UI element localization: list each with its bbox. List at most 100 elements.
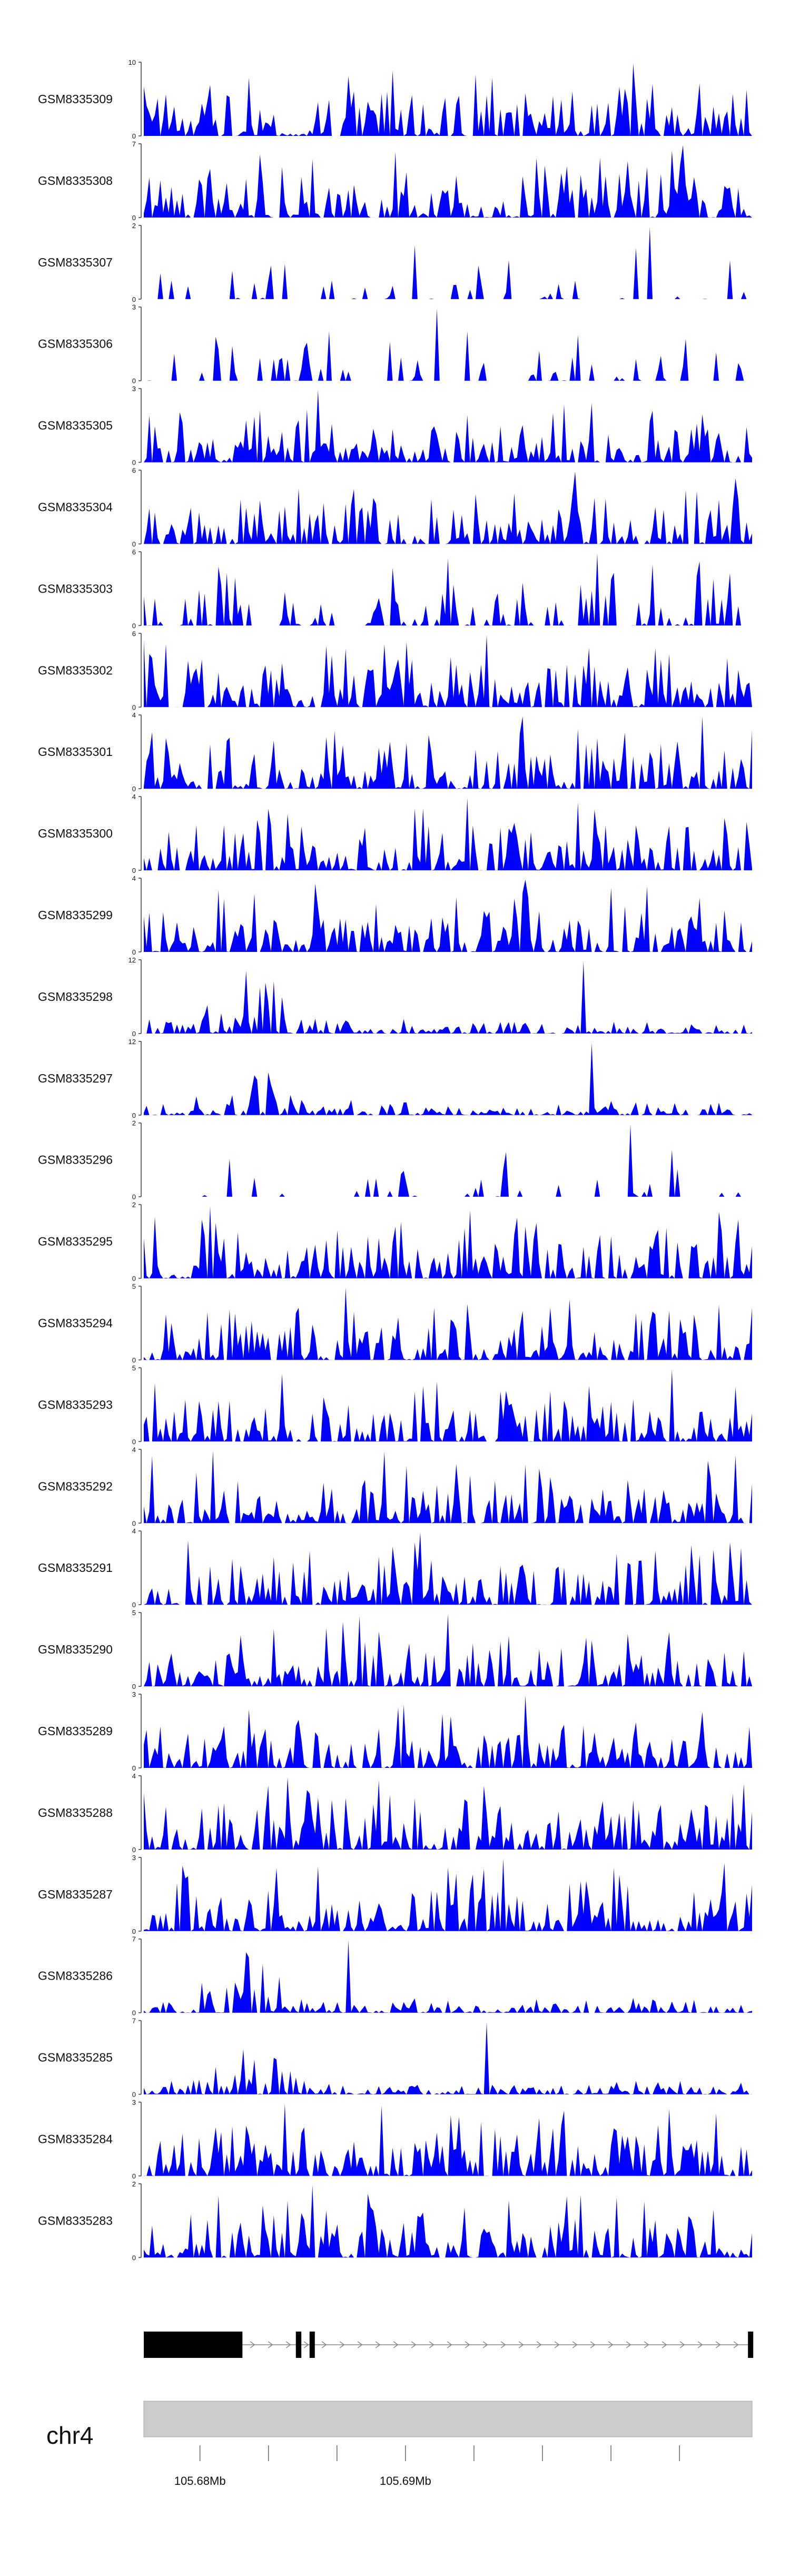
coverage-track: GSM8335307 2 0: [38, 222, 752, 303]
y-axis-tick-label: 0: [132, 1519, 136, 1527]
coverage-area: [144, 1451, 752, 1523]
y-axis-tick-label: 0: [132, 1193, 136, 1201]
coverage-track: GSM8335287 3 0: [38, 1854, 752, 1935]
strand-arrow: [285, 2341, 291, 2348]
coverage-track: GSM8335289 3 0: [38, 1690, 752, 1772]
y-axis-tick-label: 3: [132, 1690, 136, 1698]
y-axis-tick-label: 4: [132, 1772, 136, 1780]
y-axis-tick-label: 0: [132, 296, 136, 303]
track-label: GSM8335287: [38, 1887, 113, 1901]
track-label: GSM8335293: [38, 1398, 113, 1411]
y-axis-tick-label: 0: [132, 2009, 136, 2017]
coverage-track: GSM8335288 4 0: [38, 1772, 752, 1854]
coverage-area: [144, 1940, 752, 2013]
coverage-area: [144, 63, 752, 136]
track-label: GSM8335288: [38, 1806, 113, 1820]
y-axis-tick-label: 7: [132, 2017, 136, 2025]
coverage-track: GSM8335284 3 0: [38, 2099, 752, 2180]
y-axis-tick-label: 0: [132, 2091, 136, 2099]
coverage-track: GSM8335290 5 0: [38, 1609, 752, 1690]
y-axis-tick-label: 6: [132, 467, 136, 475]
y-axis-tick-label: 4: [132, 1446, 136, 1453]
track-label: GSM8335291: [38, 1561, 113, 1575]
y-axis-tick-label: 0: [132, 1683, 136, 1690]
track-label: GSM8335299: [38, 908, 113, 922]
coverage-area: [144, 308, 752, 381]
coverage-track: GSM8335302 6 0: [38, 630, 752, 711]
coverage-area: [144, 390, 752, 463]
y-axis-tick-label: 0: [132, 703, 136, 711]
y-axis-tick-label: 2: [132, 2180, 136, 2188]
strand-arrow: [321, 2341, 327, 2348]
y-axis-tick-label: 3: [132, 1854, 136, 1862]
ideogram-band: [143, 2401, 753, 2437]
y-axis-tick-label: 6: [132, 630, 136, 637]
track-label: GSM8335305: [38, 419, 113, 432]
coverage-track: GSM8335304 6 0: [38, 467, 752, 548]
track-label: GSM8335309: [38, 92, 113, 106]
track-label: GSM8335292: [38, 1479, 113, 1493]
y-axis-tick-label: 0: [132, 540, 136, 548]
strand-arrow: [536, 2341, 542, 2348]
y-axis-tick-label: 4: [132, 874, 136, 882]
y-axis-tick-label: 4: [132, 793, 136, 801]
track-label: GSM8335294: [38, 1316, 113, 1330]
strand-arrow: [554, 2341, 560, 2348]
y-axis-tick-label: 0: [132, 132, 136, 140]
track-label: GSM8335289: [38, 1724, 113, 1738]
track-label: GSM8335283: [38, 2214, 113, 2227]
strand-arrow: [447, 2341, 452, 2348]
y-axis-tick-label: 3: [132, 385, 136, 393]
strand-arrow: [429, 2341, 434, 2348]
track-label: GSM8335300: [38, 827, 113, 840]
strand-arrow: [733, 2341, 739, 2348]
y-axis-tick-label: 0: [132, 214, 136, 222]
coverage-area: [144, 716, 752, 789]
y-axis-tick-label: 0: [132, 377, 136, 385]
y-axis-tick-label: 4: [132, 711, 136, 719]
track-label: GSM8335285: [38, 2051, 113, 2064]
y-axis-tick-label: 5: [132, 1609, 136, 1617]
coverage-area: [144, 1695, 752, 1768]
strand-arrow: [482, 2341, 488, 2348]
coverage-area: [144, 227, 752, 299]
track-label: GSM8335301: [38, 745, 113, 759]
coverage-track: GSM8335286 7 0: [38, 1935, 752, 2017]
y-axis-tick-label: 4: [132, 1527, 136, 1535]
track-label: GSM8335296: [38, 1153, 113, 1167]
coverage-area: [144, 1532, 752, 1605]
y-axis-tick-label: 0: [132, 1438, 136, 1446]
y-axis-tick-label: 7: [132, 1935, 136, 1943]
y-axis-tick-label: 5: [132, 1364, 136, 1372]
y-axis-tick-label: 3: [132, 2099, 136, 2107]
y-axis-tick-label: 7: [132, 140, 136, 148]
strand-arrow: [715, 2341, 721, 2348]
strand-arrow: [661, 2341, 667, 2348]
y-axis-tick-label: 0: [132, 1356, 136, 1364]
y-axis-tick-label: 2: [132, 1119, 136, 1127]
coverage-area: [144, 798, 752, 871]
y-axis-tick-label: 0: [132, 1601, 136, 1609]
coverage-track: GSM8335297 12 0: [38, 1038, 752, 1119]
coverage-track: GSM8335303 6 0: [38, 548, 752, 630]
track-label: GSM8335284: [38, 2132, 113, 2146]
strand-arrow: [644, 2341, 649, 2348]
coverage-track: GSM8335309 10 0: [38, 58, 752, 140]
coverage-area: [144, 2103, 752, 2176]
coverage-track: GSM8335301 4 0: [38, 711, 752, 793]
coverage-area: [144, 1614, 752, 1687]
coverage-area: [144, 1206, 752, 1279]
exon: [748, 2332, 754, 2358]
y-axis-tick-label: 12: [129, 956, 136, 964]
strand-arrow: [268, 2341, 273, 2348]
strand-arrow: [572, 2341, 578, 2348]
coverage-area: [144, 553, 752, 626]
strand-arrow: [608, 2341, 614, 2348]
track-label: GSM8335298: [38, 990, 113, 1004]
exon: [309, 2332, 315, 2358]
coverage-area: [144, 635, 752, 707]
track-label: GSM8335306: [38, 337, 113, 351]
track-label: GSM8335290: [38, 1643, 113, 1656]
coverage-track: GSM8335298 12 0: [38, 956, 752, 1038]
